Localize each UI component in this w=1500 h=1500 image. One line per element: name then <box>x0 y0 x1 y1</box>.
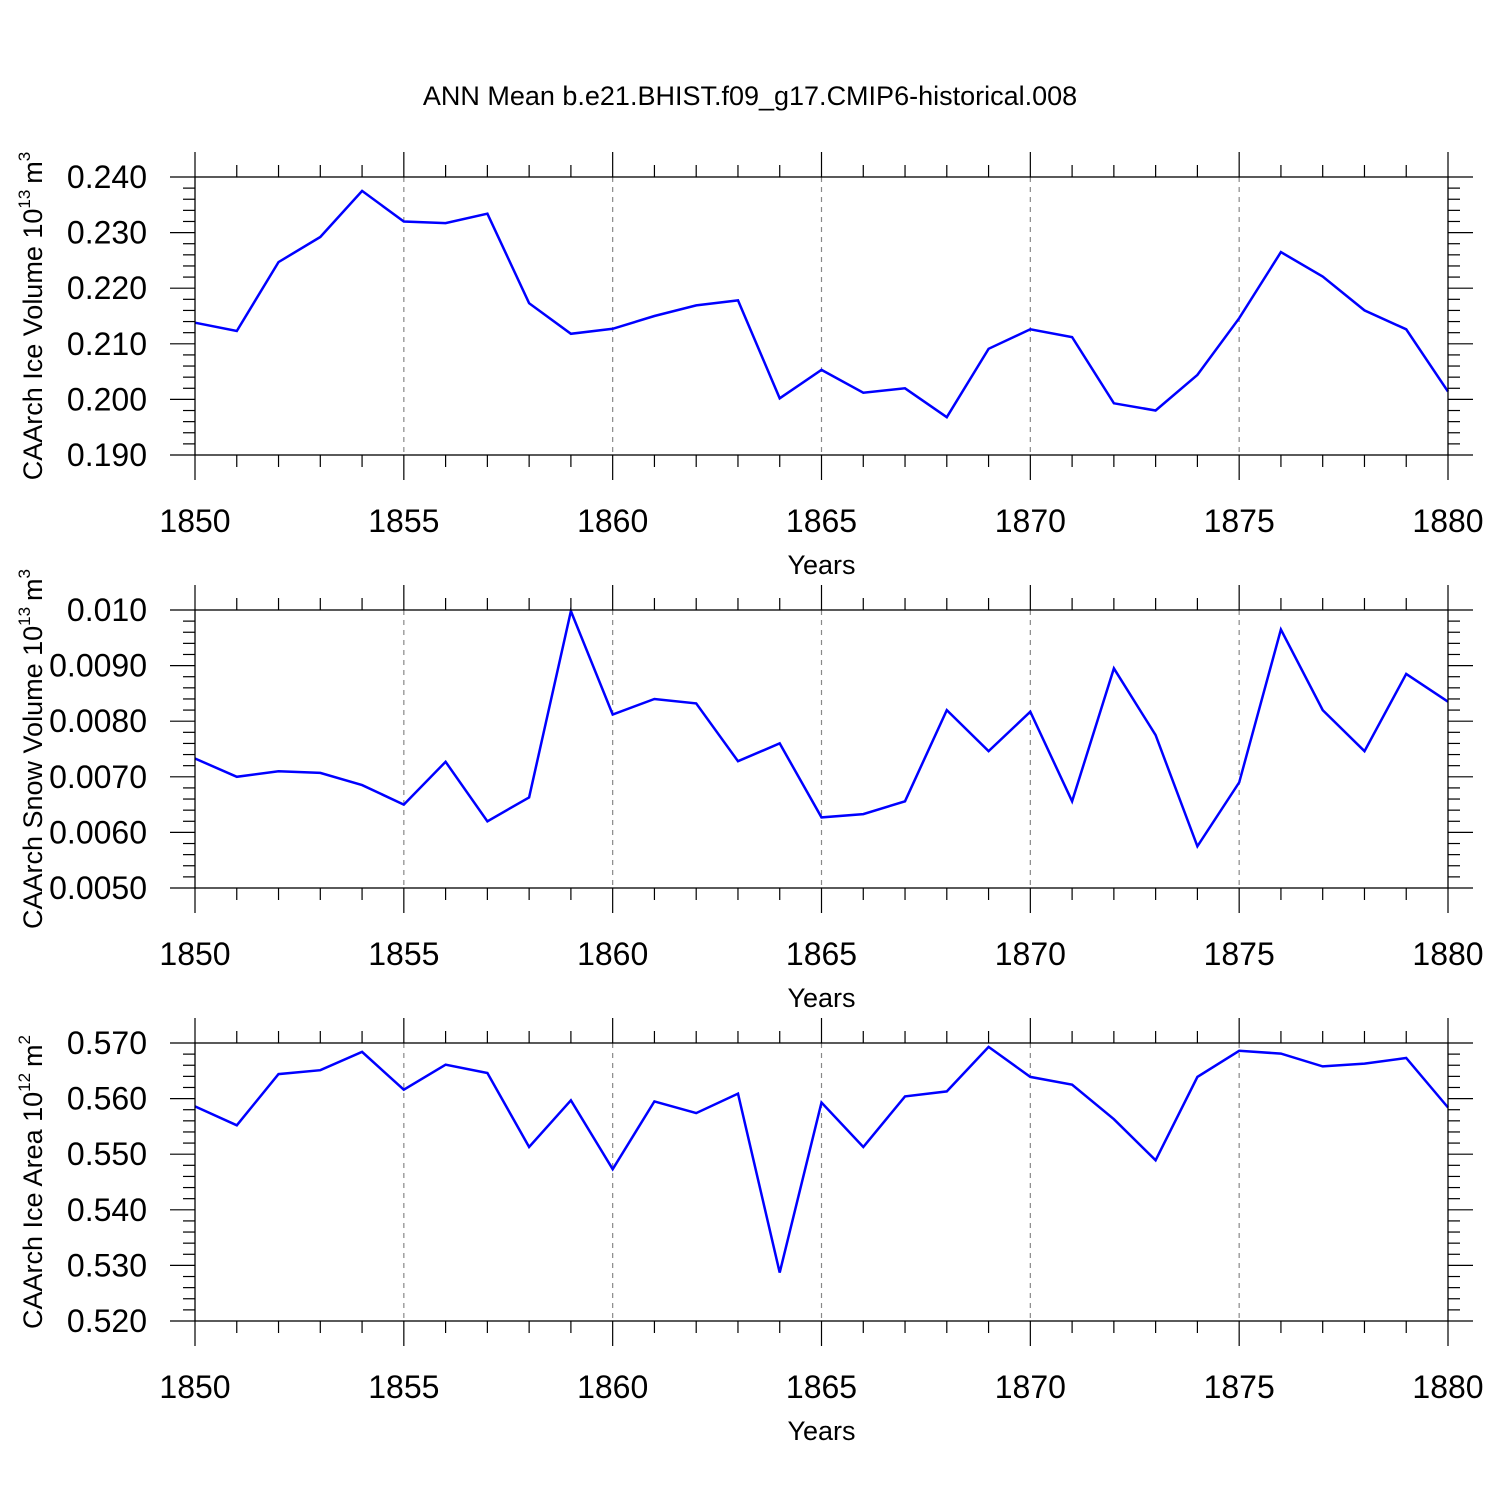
y-tick-label-0: 0.520 <box>67 1303 147 1339</box>
y-axis-label-unit: m <box>18 1044 48 1067</box>
panels-group: 1850 1855 1860 1865 1870 1875 1880 Years 0.190 0.… <box>15 152 1484 1446</box>
y-axis-label-main: CAArch Ice Volume 10 <box>18 209 48 481</box>
x-tick-label-1850: 1850 <box>159 503 230 539</box>
x-tick-label-1875: 1875 <box>1204 503 1275 539</box>
y-tick-label-3: 0.0080 <box>49 703 147 739</box>
y-tick-label-5: 0.240 <box>67 159 147 195</box>
y-tick-label-4: 0.560 <box>67 1081 147 1117</box>
x-axis-label-ice-volume: Years <box>787 550 855 580</box>
y-axis-label-unit: m <box>18 161 48 184</box>
y-tick-label-5: 0.570 <box>67 1025 147 1061</box>
y-tick-label-2: 0.210 <box>67 326 147 362</box>
x-tick-label-1870: 1870 <box>995 936 1066 972</box>
x-tick-label-1875: 1875 <box>1204 1369 1275 1405</box>
x-tick-label-1865: 1865 <box>786 936 857 972</box>
y-tick-label-1: 0.200 <box>67 381 147 417</box>
y-tick-label-0: 0.190 <box>67 437 147 473</box>
y-axis-label-unit-exponent: 2 <box>15 1035 34 1044</box>
x-tick-label-1855: 1855 <box>368 936 439 972</box>
x-axis-label-ice-area: Years <box>787 1416 855 1446</box>
x-tick-label-1860: 1860 <box>577 936 648 972</box>
y-tick-label-5: 0.010 <box>67 592 147 628</box>
y-tick-label-4: 0.230 <box>67 215 147 251</box>
x-tick-label-1860: 1860 <box>577 1369 648 1405</box>
y-axis-label-exponent: 13 <box>15 190 34 209</box>
y-axis-label-snow-volume: CAArch Snow Volume 1013 m3 <box>15 569 48 929</box>
y-axis-label-unit-exponent: 3 <box>15 152 34 161</box>
x-tick-label-1870: 1870 <box>995 1369 1066 1405</box>
y-tick-label-2: 0.0070 <box>49 759 147 795</box>
y-axis-label-main: CAArch Ice Area 10 <box>18 1092 48 1329</box>
x-tick-label-1875: 1875 <box>1204 936 1275 972</box>
y-axis-label-main: CAArch Snow Volume 10 <box>18 626 48 929</box>
y-tick-label-1: 0.0060 <box>49 814 147 850</box>
panel-ice-volume: 1850 1855 1860 1865 1870 1875 1880 Years 0.190 0.… <box>15 152 1484 580</box>
x-tick-label-1860: 1860 <box>577 503 648 539</box>
x-tick-label-1865: 1865 <box>786 503 857 539</box>
y-tick-label-3: 0.550 <box>67 1136 147 1172</box>
y-axis-label-ice-volume: CAArch Ice Volume 1013 m3 <box>15 152 48 481</box>
x-tick-label-1855: 1855 <box>368 1369 439 1405</box>
x-tick-label-1880: 1880 <box>1412 1369 1483 1405</box>
series-line-ice-area <box>194 1045 1449 1273</box>
x-tick-label-1880: 1880 <box>1412 503 1483 539</box>
panel-ice-area: 1850 1855 1860 1865 1870 1875 1880 Years 0.520 0.… <box>15 1018 1484 1446</box>
x-tick-label-1870: 1870 <box>995 503 1066 539</box>
y-tick-label-1: 0.530 <box>67 1247 147 1283</box>
y-tick-label-3: 0.220 <box>67 270 147 306</box>
x-tick-label-1865: 1865 <box>786 1369 857 1405</box>
y-tick-label-2: 0.540 <box>67 1192 147 1228</box>
x-tick-label-1855: 1855 <box>368 503 439 539</box>
x-tick-label-1850: 1850 <box>159 1369 230 1405</box>
panel-snow-volume: 1850 1855 1860 1865 1870 1875 1880 Years 0.0050 0… <box>15 569 1484 1013</box>
y-axis-label-exponent: 13 <box>15 607 34 626</box>
y-tick-label-0: 0.0050 <box>49 870 147 906</box>
x-axis-label-snow-volume: Years <box>787 983 855 1013</box>
y-axis-label-unit: m <box>18 578 48 601</box>
y-axis-label-unit-exponent: 3 <box>15 569 34 578</box>
series-line-ice-volume <box>194 189 1450 419</box>
figure-title: ANN Mean b.e21.BHIST.f09_g17.CMIP6-histo… <box>423 81 1077 111</box>
y-axis-label-ice-area: CAArch Ice Area 1012 m2 <box>15 1035 48 1329</box>
series-line-snow-volume <box>194 606 1449 850</box>
y-axis-label-exponent: 12 <box>15 1073 34 1092</box>
y-tick-label-4: 0.0090 <box>49 648 147 684</box>
x-tick-label-1880: 1880 <box>1412 936 1483 972</box>
x-tick-label-1850: 1850 <box>159 936 230 972</box>
